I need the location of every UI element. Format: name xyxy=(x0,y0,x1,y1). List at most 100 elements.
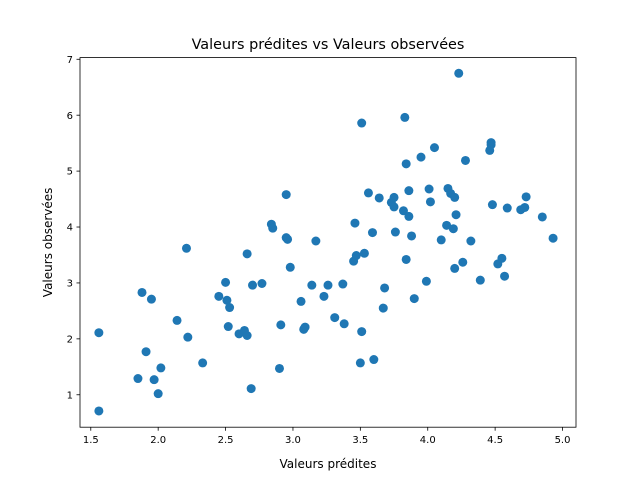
data-point xyxy=(454,68,464,78)
data-point xyxy=(223,322,233,332)
x-axis-ticks: 1.5 2.0 2.5 3.0 3.5 4.0 4.5 5.0 xyxy=(83,427,571,446)
data-point xyxy=(94,328,104,338)
x-tick-label: 5.0 xyxy=(555,435,571,446)
data-point xyxy=(214,291,224,301)
data-point xyxy=(351,251,361,261)
y-axis-ticks: 1 2 3 4 5 6 7 xyxy=(67,55,80,401)
data-point xyxy=(390,227,400,237)
data-point xyxy=(181,243,191,253)
data-point xyxy=(242,249,252,259)
data-point xyxy=(307,280,317,290)
y-tick-label: 6 xyxy=(67,111,73,122)
data-point xyxy=(350,218,360,228)
data-point xyxy=(274,363,284,373)
data-point xyxy=(436,235,446,245)
data-point xyxy=(520,202,530,212)
data-point xyxy=(458,257,468,267)
y-axis-label: Valeurs observées xyxy=(41,188,55,298)
data-point xyxy=(94,406,104,416)
data-point xyxy=(363,188,373,198)
data-point xyxy=(183,332,193,342)
data-points xyxy=(94,68,558,416)
plot-frame xyxy=(79,57,577,428)
data-point xyxy=(281,190,291,200)
data-point xyxy=(198,358,208,368)
data-point xyxy=(466,236,476,246)
data-point xyxy=(378,303,388,313)
x-tick-label: 3.0 xyxy=(285,435,301,446)
data-point xyxy=(357,118,367,128)
data-point xyxy=(221,277,231,287)
data-point xyxy=(537,212,547,222)
data-point xyxy=(300,322,310,332)
x-tick-label: 2.5 xyxy=(218,435,234,446)
y-tick-label: 2 xyxy=(67,334,73,345)
x-tick-label: 1.5 xyxy=(83,435,99,446)
data-point xyxy=(338,279,348,289)
data-point xyxy=(246,384,256,394)
data-point xyxy=(156,363,166,373)
data-point xyxy=(502,203,512,213)
data-point xyxy=(359,248,369,258)
data-point xyxy=(339,319,349,329)
data-point xyxy=(448,224,458,234)
data-point xyxy=(416,152,426,162)
data-point xyxy=(285,262,295,272)
data-point xyxy=(323,280,333,290)
data-point xyxy=(450,192,460,202)
data-point xyxy=(451,210,461,220)
data-point xyxy=(133,374,143,384)
data-point xyxy=(257,278,267,288)
data-point xyxy=(141,347,151,357)
data-point xyxy=(460,155,470,165)
data-point xyxy=(487,200,497,210)
data-point xyxy=(225,303,235,313)
x-tick-label: 3.5 xyxy=(352,435,368,446)
data-point xyxy=(425,197,435,207)
data-point xyxy=(311,236,321,246)
data-point xyxy=(222,295,232,305)
data-point xyxy=(401,159,411,169)
data-point xyxy=(276,320,286,330)
x-tick-label: 4.5 xyxy=(487,435,503,446)
data-point xyxy=(242,330,252,340)
data-point xyxy=(486,140,496,150)
data-point xyxy=(319,291,329,301)
data-point xyxy=(450,263,460,273)
data-point xyxy=(401,254,411,264)
data-point xyxy=(355,358,365,368)
data-point xyxy=(369,355,379,365)
chart-title: Valeurs prédites vs Valeurs observées xyxy=(192,37,465,53)
data-point xyxy=(400,112,410,122)
data-point xyxy=(248,280,258,290)
data-point xyxy=(429,143,439,153)
y-tick-label: 1 xyxy=(67,390,73,401)
data-point xyxy=(374,193,384,203)
data-point xyxy=(367,228,377,238)
x-tick-label: 2.0 xyxy=(150,435,166,446)
data-point xyxy=(407,231,417,241)
data-point xyxy=(146,294,156,304)
data-point xyxy=(521,192,531,202)
y-tick-label: 4 xyxy=(67,223,73,234)
data-point xyxy=(283,234,293,244)
data-point xyxy=(404,186,414,196)
x-tick-label: 4.0 xyxy=(420,435,436,446)
data-point xyxy=(389,192,399,202)
data-point xyxy=(149,375,159,385)
data-point xyxy=(380,283,390,293)
data-point xyxy=(500,271,510,281)
data-point xyxy=(424,184,434,194)
x-axis-label: Valeurs prédites xyxy=(280,457,377,471)
data-point xyxy=(442,220,452,230)
data-point xyxy=(330,313,340,323)
data-point xyxy=(497,253,507,263)
y-tick-label: 3 xyxy=(67,279,73,290)
y-tick-label: 5 xyxy=(67,167,73,178)
data-point xyxy=(548,233,558,243)
data-point xyxy=(172,315,182,325)
data-point xyxy=(357,327,367,337)
data-point xyxy=(421,276,431,286)
